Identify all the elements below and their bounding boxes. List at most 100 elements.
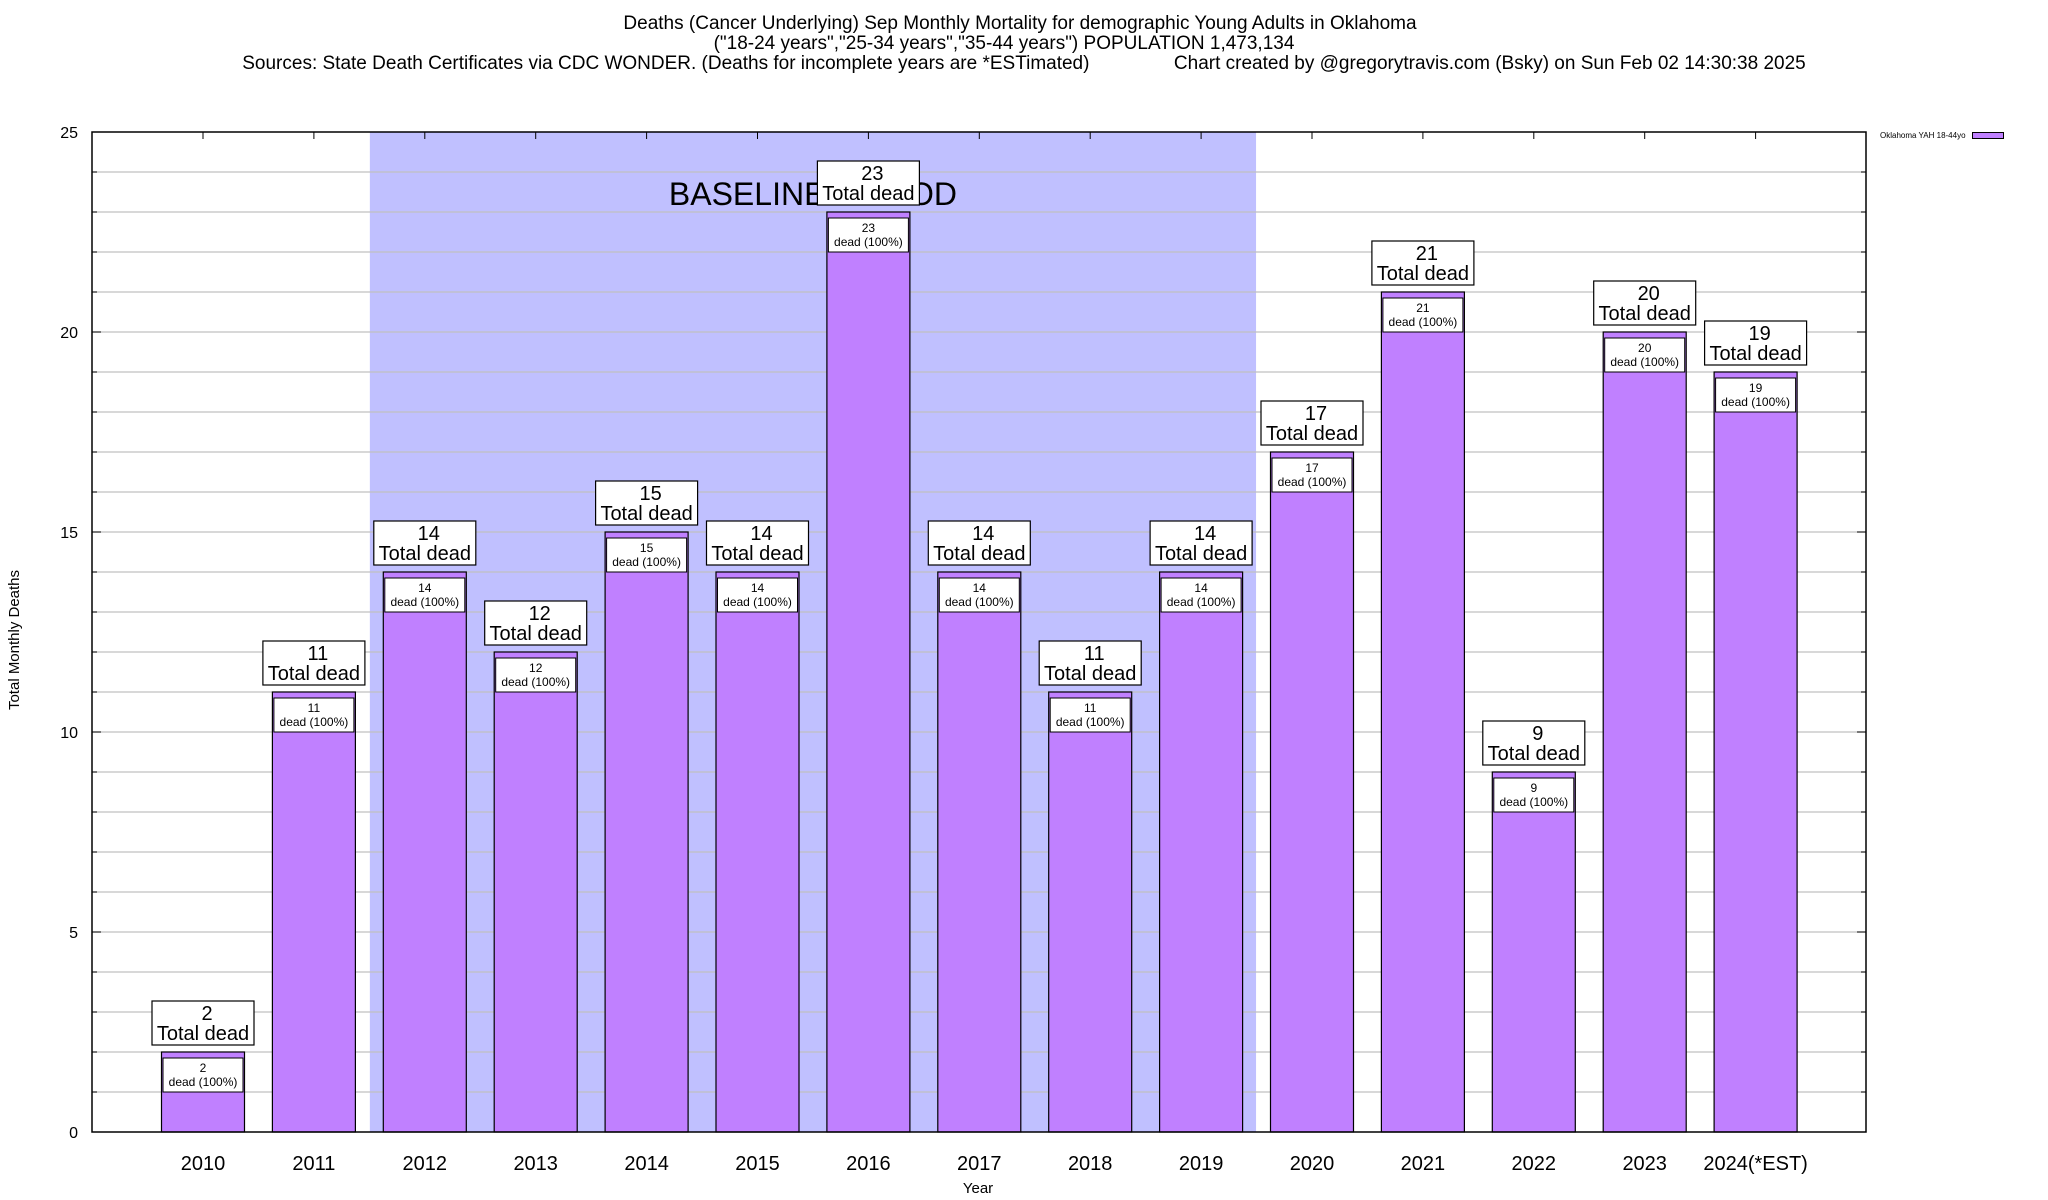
total-label-box (1260, 400, 1364, 446)
bar (382, 571, 467, 1133)
y-tick-label: 5 (69, 925, 78, 942)
total-label-text: Total dead (1599, 303, 1691, 325)
y-tick-label: 25 (60, 125, 78, 142)
chart-title: Deaths (Cancer Underlying) Sep Monthly M… (623, 13, 1417, 34)
inner-label-box (1715, 377, 1797, 413)
total-label-count: 11 (1084, 643, 1105, 665)
inner-label-box (1049, 697, 1131, 733)
legend: Oklahoma YAH 18-44yo (1880, 131, 2004, 140)
inner-label-count: 14 (1194, 581, 1208, 595)
x-tick-label: 2015 (735, 1153, 780, 1175)
inner-label-count: 11 (308, 701, 321, 715)
total-label-count: 21 (1416, 243, 1438, 265)
inner-label-text: dead (100%) (1278, 475, 1347, 489)
x-tick-label: 2017 (957, 1153, 1002, 1175)
total-label-count: 14 (1194, 523, 1216, 545)
total-label-count: 2 (201, 1003, 212, 1025)
bar (937, 571, 1022, 1133)
bar (1713, 371, 1798, 1133)
x-tick-label: 2022 (1512, 1153, 1557, 1175)
x-axis-label: Year (962, 1180, 994, 1197)
total-label-count: 17 (1305, 403, 1327, 425)
inner-label-count: 17 (1305, 461, 1319, 475)
total-label-box (1149, 520, 1253, 566)
inner-label-count: 11 (1084, 701, 1097, 715)
total-label-box (1593, 280, 1697, 326)
inner-label-count: 14 (751, 581, 765, 595)
inner-label-box (1493, 777, 1575, 813)
total-label-box (1038, 640, 1142, 686)
y-tick-label: 10 (60, 725, 78, 742)
total-label-text: Total dead (711, 543, 803, 565)
x-tick-label: 2010 (181, 1153, 226, 1175)
inner-label-text: dead (100%) (280, 715, 349, 729)
total-label-count: 14 (418, 523, 440, 545)
total-label-text: Total dead (268, 663, 360, 685)
inner-label-text: dead (100%) (169, 1075, 238, 1089)
bar (1380, 291, 1466, 1133)
inner-label-text: dead (100%) (1167, 595, 1236, 609)
inner-label-text: dead (100%) (1610, 355, 1679, 369)
inner-label-box (384, 577, 466, 613)
inner-label-count: 14 (973, 581, 987, 595)
total-label-box (1371, 240, 1475, 286)
total-label-count: 14 (750, 523, 772, 545)
inner-label-count: 19 (1749, 381, 1763, 395)
inner-label-text: dead (100%) (1389, 315, 1458, 329)
bar (1602, 331, 1687, 1133)
x-tick-label: 2018 (1068, 1153, 1113, 1175)
inner-label-box (606, 537, 688, 573)
total-label-text: Total dead (600, 503, 692, 525)
total-label-box (1703, 320, 1808, 366)
total-label-box (816, 160, 921, 206)
total-label-text: Total dead (490, 623, 582, 645)
inner-label-count: 2 (200, 1061, 207, 1075)
legend-swatch (1971, 132, 2004, 139)
total-label-box (373, 520, 477, 566)
total-label-text: Total dead (1155, 543, 1247, 565)
inner-label-text: dead (100%) (1499, 795, 1568, 809)
plot-frame (91, 131, 1867, 1133)
inner-label-count: 15 (640, 541, 654, 555)
bar (826, 211, 911, 1133)
inner-label-text: dead (100%) (723, 595, 792, 609)
y-axis-label: Total Monthly Deaths (6, 569, 23, 711)
inner-label-box (495, 657, 577, 693)
x-tick-label: 2011 (292, 1153, 335, 1175)
x-tick-label: 2014 (624, 1153, 669, 1175)
total-label-text: Total dead (1488, 743, 1580, 765)
y-tick-label: 20 (60, 325, 78, 342)
inner-label-text: dead (100%) (945, 595, 1014, 609)
inner-label-count: 14 (418, 581, 432, 595)
bar (493, 651, 578, 1133)
chart-sources: Sources: State Death Certificates via CD… (242, 53, 1806, 74)
legend-label: Oklahoma YAH 18-44yo (1880, 131, 1966, 140)
inner-label-box (717, 577, 798, 613)
total-label-text: Total dead (1266, 423, 1358, 445)
x-tick-label: 2016 (846, 1153, 891, 1175)
total-label-box (262, 640, 366, 686)
inner-label-box (1382, 297, 1464, 333)
total-label-count: 11 (308, 643, 329, 665)
total-label-box (151, 1000, 255, 1046)
total-label-count: 12 (529, 603, 551, 625)
inner-label-text: dead (100%) (390, 595, 459, 609)
inner-label-text: dead (100%) (834, 235, 903, 249)
total-label-box (927, 520, 1031, 566)
total-label-count: 20 (1638, 283, 1660, 305)
bar (1048, 691, 1133, 1133)
bar (1491, 771, 1576, 1133)
total-label-text: Total dead (1377, 263, 1469, 285)
x-tick-label: 2012 (403, 1153, 448, 1175)
inner-label-count: 12 (529, 661, 543, 675)
x-tick-label: 2023 (1622, 1153, 1667, 1175)
bar (1158, 571, 1244, 1133)
total-label-box (484, 600, 588, 646)
x-tick-label: 2019 (1179, 1153, 1224, 1175)
inner-label-box (1604, 337, 1686, 373)
total-label-text: Total dead (933, 543, 1025, 565)
inner-label-box (1271, 457, 1353, 493)
bar (271, 691, 356, 1133)
y-tick-label: 15 (60, 525, 78, 542)
